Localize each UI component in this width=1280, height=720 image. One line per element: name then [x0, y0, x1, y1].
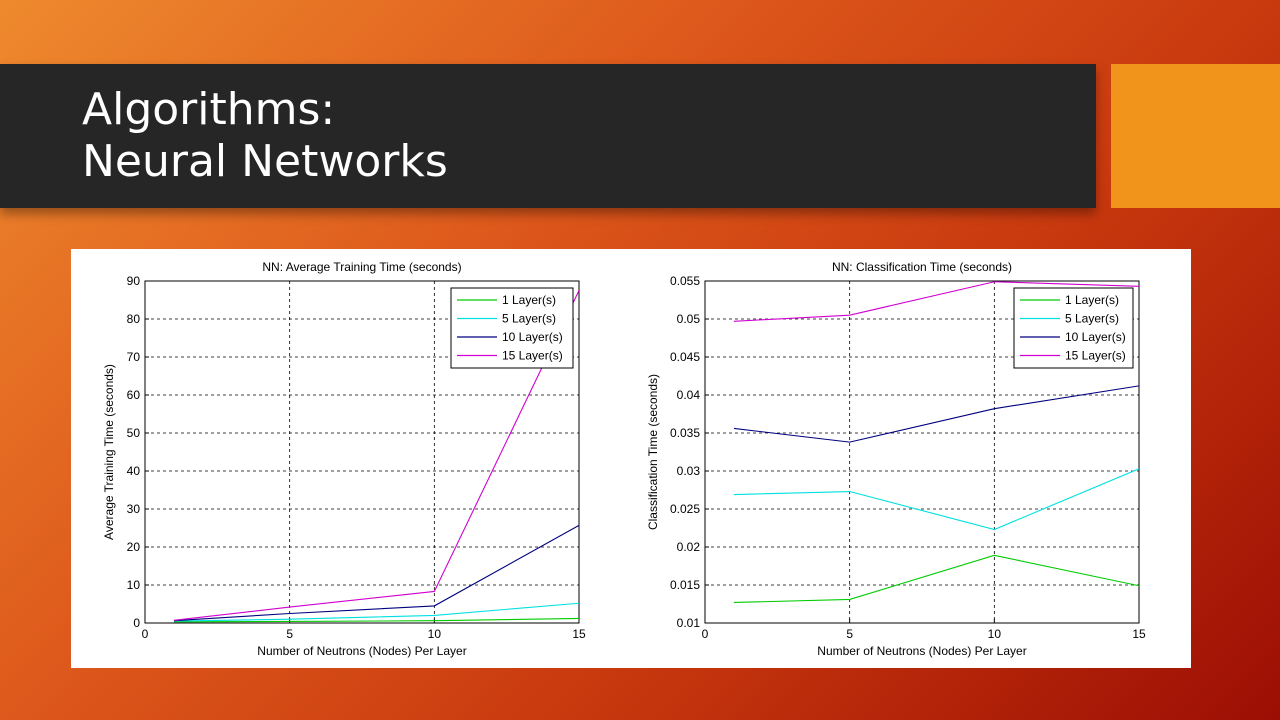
series-group — [733, 281, 1139, 604]
slide-title: Algorithms: Neural Networks — [82, 84, 448, 188]
x-axis-label: Number of Neutrons (Nodes) Per Layer — [257, 644, 466, 658]
x-tick-label: 10 — [428, 627, 442, 641]
legend-label: 10 Layer(s) — [1065, 330, 1126, 344]
x-tick-label: 0 — [142, 627, 149, 641]
charts-svg: NN: Average Training Time (seconds) 0 5 10 1… — [102, 260, 1146, 658]
series-line-3 — [173, 524, 579, 622]
y-tick-label: 10 — [127, 578, 141, 592]
y-tick-label: 0 — [133, 616, 140, 630]
x-tick-label: 15 — [572, 627, 586, 641]
y-tick-label: 0.045 — [670, 350, 700, 364]
y-tick-label: 0.015 — [670, 578, 700, 592]
series-group — [173, 290, 579, 623]
series-line-2 — [173, 602, 579, 622]
legend-label: 15 Layer(s) — [502, 349, 563, 363]
title-bar — [0, 64, 1096, 208]
slide-title-line-1: Algorithms: — [82, 84, 336, 135]
y-tick-label: 40 — [127, 464, 141, 478]
legend-label: 15 Layer(s) — [1065, 349, 1126, 363]
x-tick-label: 10 — [988, 627, 1002, 641]
chart-title: NN: Classification Time (seconds) — [832, 260, 1012, 274]
y-tick-label: 0.02 — [677, 540, 701, 554]
x-tick-label: 0 — [702, 627, 709, 641]
y-tick-label: 70 — [127, 350, 141, 364]
y-tick-label: 0.025 — [670, 502, 700, 516]
series-line-2 — [733, 468, 1139, 531]
chart-title: NN: Average Training Time (seconds) — [262, 260, 461, 274]
y-tick-label: 20 — [127, 540, 141, 554]
y-axis-label: Classification Time (seconds) — [646, 374, 660, 530]
plot-frame — [144, 280, 580, 624]
legend-box — [1013, 287, 1134, 369]
legend-label: 1 Layer(s) — [502, 293, 556, 307]
accent-block — [1111, 64, 1280, 208]
y-tick-label: 0.05 — [677, 312, 701, 326]
legend-label: 10 Layer(s) — [502, 330, 563, 344]
y-tick-label: 30 — [127, 502, 141, 516]
slide-title-line-2: Neural Networks — [82, 136, 448, 187]
y-tick-label: 50 — [127, 426, 141, 440]
legend: 1 Layer(s) 5 Layer(s) 10 Layer(s) 15 Layer(… — [450, 287, 574, 369]
x-tick-label: 15 — [1132, 627, 1146, 641]
plot-frame — [704, 280, 1140, 624]
y-tick-label: 80 — [127, 312, 141, 326]
series-line-3 — [733, 385, 1139, 443]
legend-label: 1 Layer(s) — [1065, 293, 1119, 307]
series-line-4 — [173, 290, 579, 621]
y-tick-label: 0.04 — [677, 388, 701, 402]
legend-label: 5 Layer(s) — [1065, 312, 1119, 326]
y-tick-label: 60 — [127, 388, 141, 402]
y-axis-label: Average Training Time (seconds) — [102, 364, 116, 540]
legend: 1 Layer(s) 5 Layer(s) 10 Layer(s) 15 Layer(… — [1013, 287, 1134, 369]
series-line-1 — [733, 554, 1139, 604]
x-tick-label: 5 — [846, 627, 853, 641]
x-axis-label: Number of Neutrons (Nodes) Per Layer — [817, 644, 1026, 658]
chart-2: NN: Classification Time (seconds) 0 5 10 15 0… — [646, 260, 1146, 658]
y-tick-label: 0.03 — [677, 464, 701, 478]
x-tick-label: 5 — [286, 627, 293, 641]
legend-label: 5 Layer(s) — [502, 312, 556, 326]
series-line-4 — [733, 281, 1139, 322]
y-tick-label: 0.01 — [677, 616, 701, 630]
chart-figure: NN: Average Training Time (seconds) 0 5 10 1… — [71, 249, 1191, 668]
y-tick-label: 90 — [127, 274, 141, 288]
chart-1: NN: Average Training Time (seconds) 0 5 10 1… — [102, 260, 586, 658]
y-tick-label: 0.055 — [670, 274, 700, 288]
y-tick-label: 0.035 — [670, 426, 700, 440]
series-line-1 — [173, 617, 579, 623]
legend-box — [450, 287, 574, 369]
